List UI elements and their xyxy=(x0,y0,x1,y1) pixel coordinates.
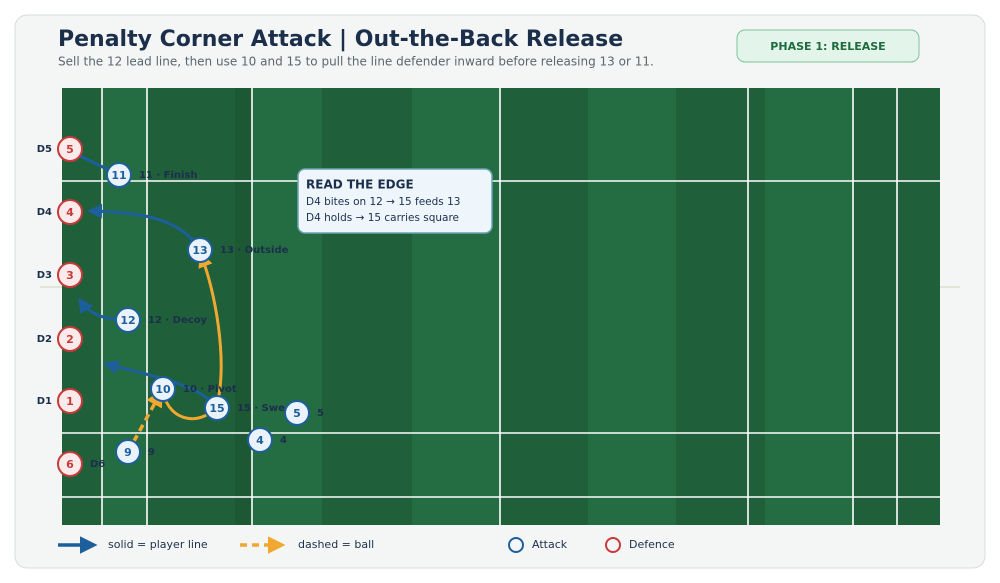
legend: solid = player line dashed = ball Attack… xyxy=(58,536,675,554)
defender-number: 4 xyxy=(66,206,74,219)
phase-badge-text: PHASE 1: RELEASE xyxy=(770,40,885,53)
pitch-stripe xyxy=(500,88,588,525)
pitch-stripe xyxy=(676,88,765,525)
attacker-label: 12 · Decoy xyxy=(148,315,208,326)
phase-badge xyxy=(736,29,920,63)
attacker-label: 15 · Sweep xyxy=(237,403,299,414)
pitch-stripe xyxy=(147,88,235,525)
defender-number: 5 xyxy=(66,143,74,156)
legend-label: dashed = ball xyxy=(298,538,374,551)
attacker xyxy=(284,400,310,426)
defender-row-label: D2 xyxy=(37,334,52,345)
defender-number: 1 xyxy=(66,395,74,408)
pitch-stripe xyxy=(322,88,412,525)
pitch-stripe xyxy=(252,88,322,525)
defender-row-label: D3 xyxy=(37,270,52,281)
attacker-label: 10 · Pivot xyxy=(183,384,237,395)
defender-row-label: D1 xyxy=(37,396,52,407)
attacker-number: 4 xyxy=(256,434,264,447)
attacker-label: 4 xyxy=(280,435,287,446)
callout xyxy=(297,168,493,234)
attacker xyxy=(150,376,176,402)
subtitle: Sell the 12 lead line, then use 10 and 1… xyxy=(58,55,654,69)
attacker-number: 13 xyxy=(192,244,207,257)
attacker xyxy=(204,395,230,421)
defender-number: 3 xyxy=(66,269,74,282)
attacker-label: 5 xyxy=(317,408,324,419)
pitch xyxy=(62,88,940,525)
attacker-number: 11 xyxy=(111,169,126,182)
legend-label: Attack xyxy=(532,538,568,551)
defender xyxy=(57,451,83,477)
attacker xyxy=(187,237,213,263)
defender-number: 6 xyxy=(66,458,74,471)
attacker xyxy=(247,427,273,453)
callout-title: READ THE EDGE xyxy=(306,178,414,192)
legend-label: solid = player line xyxy=(108,538,208,551)
defender xyxy=(57,262,83,288)
defender-row-label: D4 xyxy=(37,207,52,218)
legend-label: Defence xyxy=(629,538,675,551)
title: Penalty Corner Attack | Out-the-Back Rel… xyxy=(58,27,623,52)
attacker xyxy=(106,162,132,188)
defender xyxy=(57,326,83,352)
attacker-number: 15 xyxy=(209,402,224,415)
attacker-number: 10 xyxy=(155,383,171,396)
attacker xyxy=(115,439,141,465)
defender-number: 2 xyxy=(66,333,74,346)
pitch-stripe xyxy=(412,88,500,525)
pitch-stripe xyxy=(588,88,676,525)
attacker-label: 13 · Outside xyxy=(220,245,289,256)
callout-line: D4 bites on 12 → 15 feeds 13 xyxy=(306,196,460,208)
attacker xyxy=(115,307,141,333)
callout-line: D4 holds → 15 carries square xyxy=(306,212,459,224)
attacker-label: 11 · Finish xyxy=(139,170,198,181)
defender xyxy=(57,199,83,225)
attacker-number: 12 xyxy=(120,314,135,327)
attacker-number: 9 xyxy=(124,446,132,459)
pitch-stripe xyxy=(235,88,252,525)
attacker-label: 9 xyxy=(148,447,155,458)
pitch-lines xyxy=(40,88,960,525)
defender-row-label: D6 xyxy=(90,459,105,470)
defender xyxy=(57,136,83,162)
defender xyxy=(57,388,83,414)
defender-row-label: D5 xyxy=(37,144,52,155)
attacker-number: 5 xyxy=(293,407,301,420)
pitch-stripe xyxy=(765,88,853,525)
